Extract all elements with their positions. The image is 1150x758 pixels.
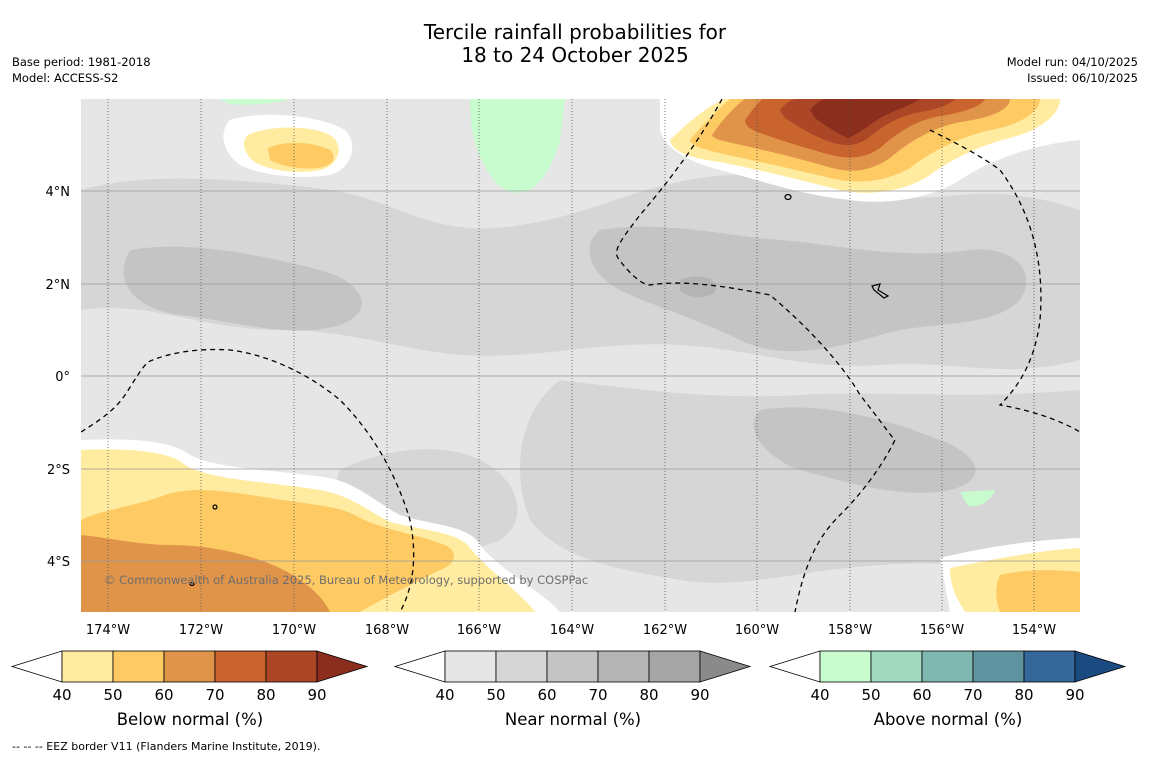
title-line-1: Tercile rainfall probabilities for [423, 20, 727, 44]
longitude-ticks: 174°W 172°W 170°W 168°W 166°W 164°W 162°W 160°W… [86, 623, 1056, 638]
colorbar-segment [495, 650, 548, 683]
colorbar-segment [546, 650, 599, 683]
colorbar-tick-label: 80 [639, 686, 658, 704]
colorbar-tick-label: 40 [810, 686, 829, 704]
near-normal-60-region-3 [753, 407, 976, 493]
colorbar-tick-label: 60 [912, 686, 931, 704]
lat-tick-label: 0° [55, 370, 70, 385]
lat-tick-label: 4°N [46, 185, 71, 200]
below-normal-50-south-east [996, 570, 1080, 612]
eez-borders [81, 99, 1080, 612]
colorbar-extend-high [699, 650, 752, 683]
near-normal-60-region [589, 226, 1027, 352]
colorbar-tick-label: 50 [103, 686, 122, 704]
below-normal-90-north [810, 99, 920, 138]
colorbar-segment [163, 650, 216, 683]
colorbar-segment [112, 650, 165, 683]
lon-tick-label: 166°W [457, 623, 501, 638]
colorbar-near-normal: 40 50 60 70 80 90 [393, 650, 752, 704]
model-name: Model: ACCESS-S2 [12, 71, 119, 85]
lon-tick-label: 164°W [550, 623, 594, 638]
island-samoa [212, 504, 218, 510]
colorbar-tick-label: 40 [52, 686, 71, 704]
colorbar-extend-low [10, 650, 63, 683]
colorbar-segment [444, 650, 497, 683]
colorbar-extend-low [768, 650, 821, 683]
eez-border-west [81, 348, 415, 612]
colorbar-tick-label: 90 [690, 686, 709, 704]
lon-tick-label: 168°W [365, 623, 409, 638]
eez-border-central [615, 99, 896, 612]
island-christmas [871, 283, 890, 299]
gridlines [81, 99, 1080, 612]
colorbar-tick-label: 50 [486, 686, 505, 704]
latitude-ticks: 4°N 2°N 0° 2°S 4°S [46, 185, 71, 570]
above-normal-40-region [470, 99, 565, 193]
eez-border-east [929, 129, 1080, 433]
colorbar-segment [648, 650, 701, 683]
colorbar-tick-label: 90 [307, 686, 326, 704]
eez-footnote: -- -- -- EEZ border V11 (Flanders Marine… [12, 740, 321, 753]
colorbar-segment [972, 650, 1025, 683]
colorbar-tick-label: 50 [861, 686, 880, 704]
colorbar-segment [265, 650, 318, 683]
colorbar-tick-label: 70 [588, 686, 607, 704]
lon-tick-label: 162°W [643, 623, 687, 638]
colorbar-extend-high [1074, 650, 1127, 683]
lon-tick-label: 154°W [1012, 623, 1056, 638]
colorbar-segment [921, 650, 974, 683]
below-normal-60-south [81, 535, 330, 612]
colorbar-tick-label: 60 [154, 686, 173, 704]
model-run: Model run: 04/10/2025 [1006, 55, 1138, 69]
colorbar-tick-label: 80 [256, 686, 275, 704]
lon-tick-label: 158°W [828, 623, 872, 638]
lon-tick-label: 156°W [920, 623, 964, 638]
lon-tick-label: 170°W [272, 623, 316, 638]
colorbar-segment [819, 650, 872, 683]
colorbar-tick-label: 70 [205, 686, 224, 704]
colorbar-title-near: Near normal (%) [504, 710, 642, 729]
colorbar-segment [214, 650, 267, 683]
lon-tick-label: 160°W [735, 623, 779, 638]
colorbar-tick-label: 60 [537, 686, 556, 704]
colorbar-extend-low [393, 650, 446, 683]
map-field [81, 99, 1080, 612]
lon-tick-label: 174°W [86, 623, 130, 638]
below-normal-60-island [268, 142, 334, 169]
colorbar-segment [61, 650, 114, 683]
colorbar-segment [870, 650, 923, 683]
meta-right: Model run: 04/10/2025 Issued: 06/10/2025 [1007, 54, 1138, 86]
near-normal-50-region-2 [520, 380, 1080, 583]
colorbar-segment [597, 650, 650, 683]
colorbar-below-normal: 40 50 60 70 80 90 [10, 650, 369, 704]
copyright-notice: © Commonwealth of Australia 2025, Bureau… [104, 573, 588, 587]
above-normal-40-region-2 [220, 99, 290, 105]
colorbar-tick-label: 40 [435, 686, 454, 704]
near-normal-60-region-2 [123, 246, 362, 331]
colorbar-tick-label: 90 [1065, 686, 1084, 704]
colorbar-above-normal: 40 50 60 70 80 90 [768, 650, 1127, 704]
base-period: Base period: 1981-2018 [12, 55, 151, 69]
island-tokelau [189, 581, 195, 587]
islands [189, 193, 890, 587]
above-normal-40-region-3 [960, 490, 995, 507]
colorbar-segment [1023, 650, 1076, 683]
lat-tick-label: 4°S [47, 555, 70, 570]
colorbar-title-above: Above normal (%) [873, 710, 1023, 729]
lat-tick-label: 2°N [46, 278, 71, 293]
near-normal-70-region [680, 276, 716, 298]
colorbar-extend-high [316, 650, 369, 683]
lat-tick-label: 2°S [47, 463, 70, 478]
island-jarvis [784, 193, 792, 201]
lon-tick-label: 172°W [179, 623, 223, 638]
issued-date: Issued: 06/10/2025 [1027, 71, 1138, 85]
colorbar-tick-label: 80 [1014, 686, 1033, 704]
meta-left: Base period: 1981-2018 Model: ACCESS-S2 [12, 54, 151, 86]
colorbar-tick-label: 70 [963, 686, 982, 704]
title-line-2: 18 to 24 October 2025 [461, 43, 689, 67]
colorbar-title-below: Below normal (%) [116, 710, 264, 729]
